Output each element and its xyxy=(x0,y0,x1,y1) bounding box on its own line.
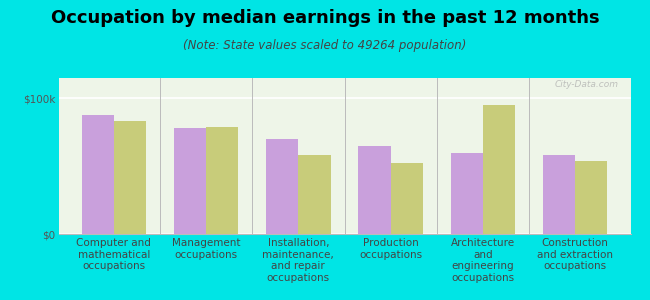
Text: Occupation by median earnings in the past 12 months: Occupation by median earnings in the pas… xyxy=(51,9,599,27)
Text: (Note: State values scaled to 49264 population): (Note: State values scaled to 49264 popu… xyxy=(183,39,467,52)
Bar xyxy=(575,161,608,234)
Bar xyxy=(543,155,575,234)
Text: City-Data.com: City-Data.com xyxy=(555,80,619,88)
Bar xyxy=(450,153,483,234)
Bar xyxy=(298,155,331,234)
Bar xyxy=(81,115,114,234)
Bar xyxy=(114,122,146,234)
Bar xyxy=(266,139,298,234)
Bar xyxy=(174,128,206,234)
Bar xyxy=(483,105,515,234)
Bar xyxy=(358,146,391,234)
Bar xyxy=(391,164,423,234)
Bar xyxy=(206,127,239,234)
